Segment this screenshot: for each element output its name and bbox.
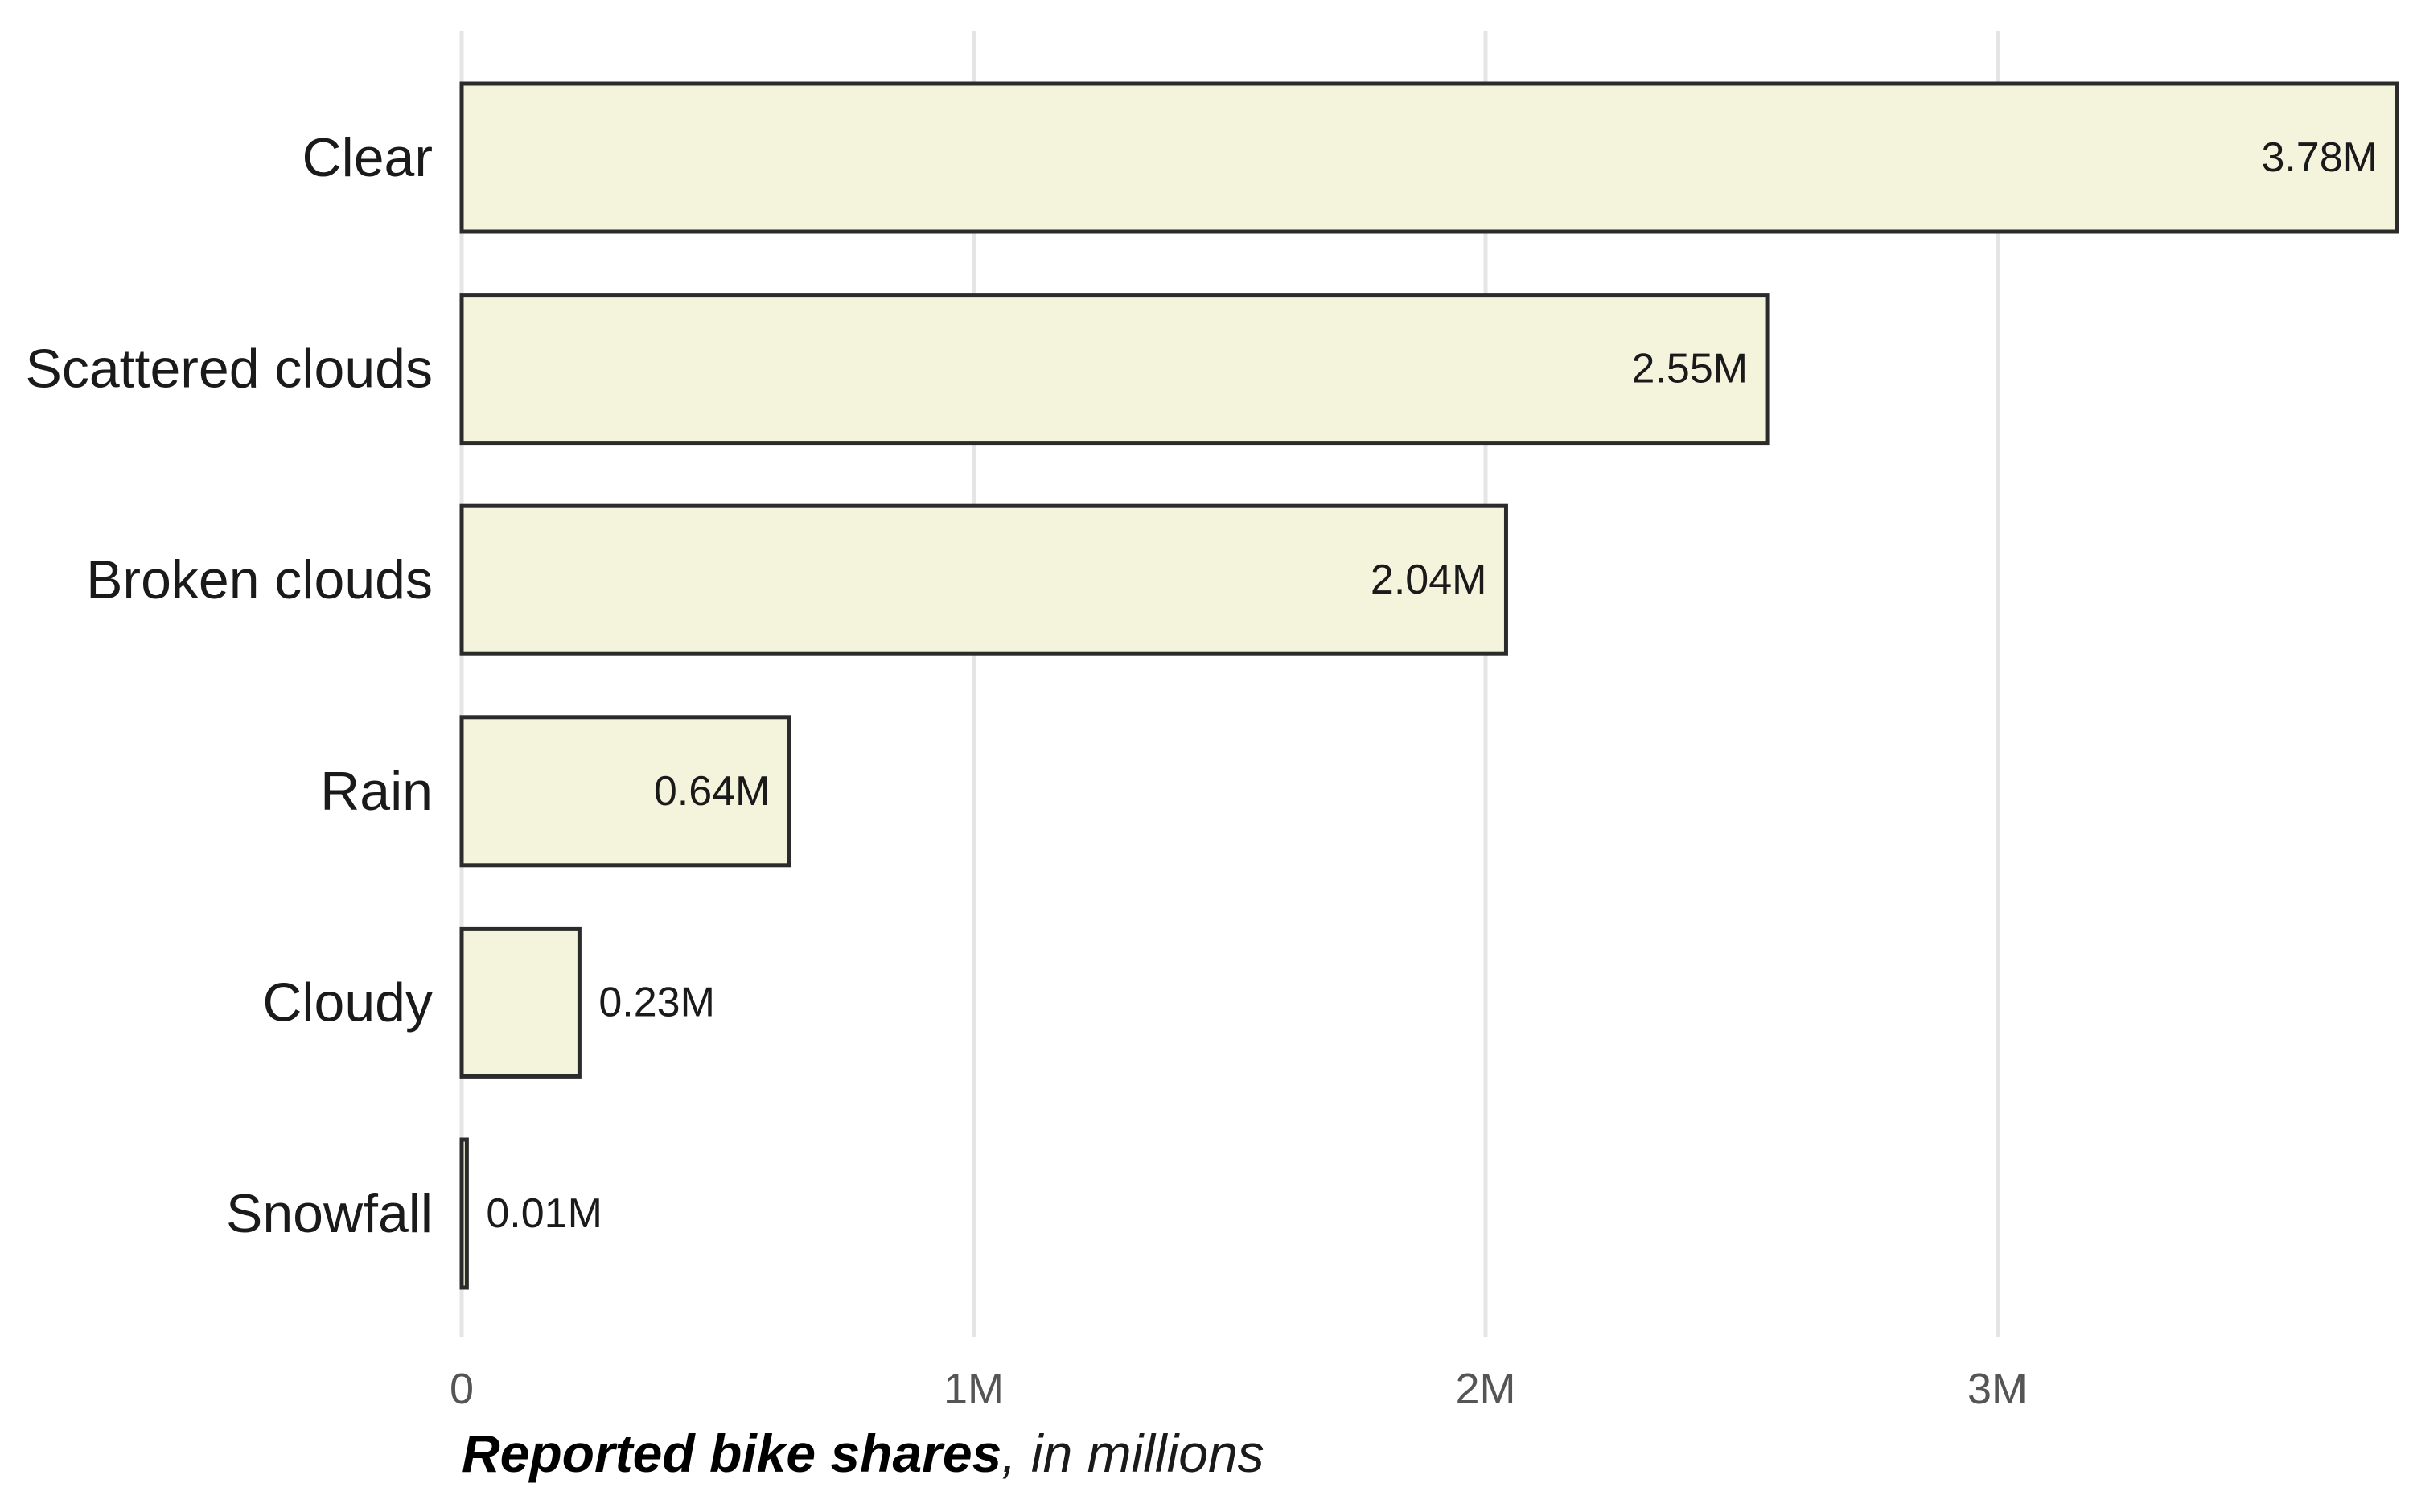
bar-broken-clouds: [459, 503, 1508, 656]
x-tick-label-2m: 2M: [1455, 1365, 1515, 1413]
value-label-rain: 0.64M: [654, 768, 771, 815]
category-label-snowfall: Snowfall: [226, 1183, 433, 1244]
value-label-snowfall: 0.01M: [486, 1190, 602, 1237]
x-axis-title: Reported bike shares, in millions: [462, 1424, 1264, 1483]
category-label-rain: Rain: [320, 761, 433, 822]
bar-snowfall: [459, 1137, 469, 1290]
x-tick-label-1m: 1M: [943, 1365, 1004, 1413]
value-label-scattered-clouds: 2.55M: [1632, 346, 1749, 392]
value-label-cloudy: 0.23M: [598, 979, 715, 1025]
value-label-clear: 3.78M: [2261, 134, 2378, 181]
bar-cloudy: [459, 926, 582, 1079]
x-tick-label-3m: 3M: [1967, 1365, 2028, 1413]
category-label-clear: Clear: [302, 127, 434, 188]
bar-rain: [459, 715, 791, 868]
x-axis-ticks: 0 1M 2M 3M: [450, 1365, 2028, 1413]
x-axis-title-bold: Reported bike shares: [462, 1424, 1001, 1483]
value-label-broken-clouds: 2.04M: [1371, 557, 1487, 603]
gridlines: [459, 31, 2000, 1337]
value-labels: 3.78M 2.55M 2.04M 0.64M 0.23M 0.01M: [486, 134, 2378, 1237]
category-labels: Clear Scattered clouds Broken clouds Rain Cl…: [25, 127, 433, 1244]
bar-clear: [459, 81, 2399, 234]
category-label-broken-clouds: Broken clouds: [86, 549, 433, 610]
x-tick-label-0: 0: [450, 1365, 474, 1413]
x-axis-title-rest: , in millions: [1001, 1424, 1264, 1483]
category-label-scattered-clouds: Scattered clouds: [25, 339, 433, 400]
bar-scattered-clouds: [459, 293, 1770, 446]
bars: [459, 81, 2399, 1290]
category-label-cloudy: Cloudy: [262, 972, 433, 1033]
